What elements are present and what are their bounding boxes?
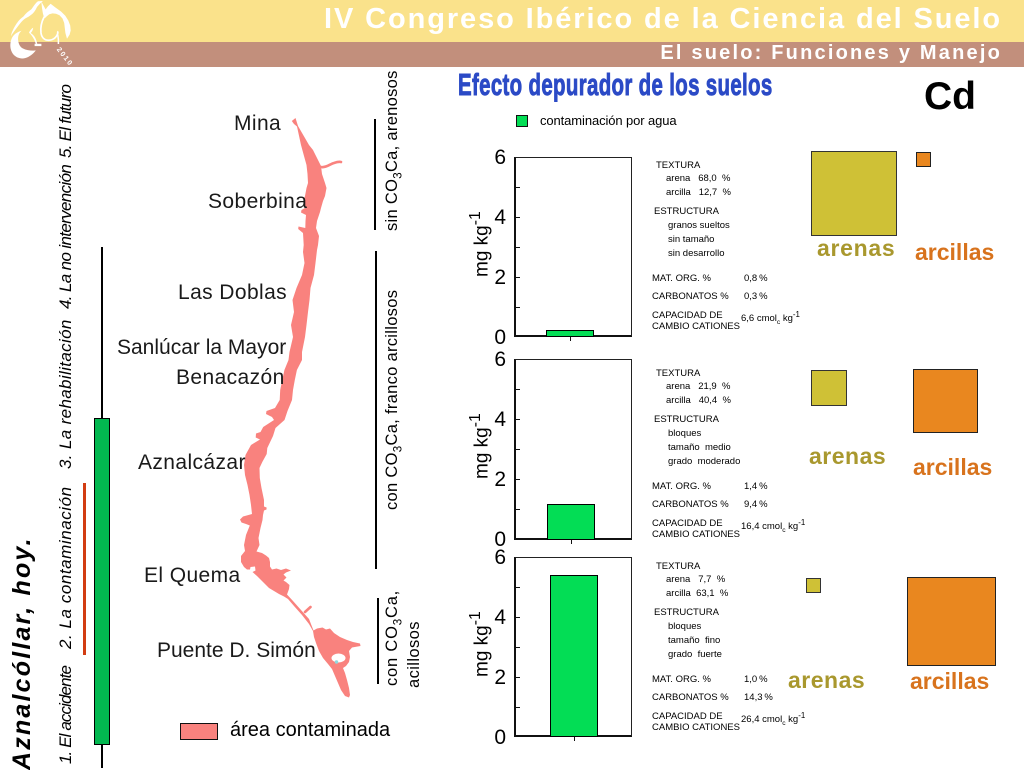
svg-text:2010: 2010 — [55, 46, 74, 68]
